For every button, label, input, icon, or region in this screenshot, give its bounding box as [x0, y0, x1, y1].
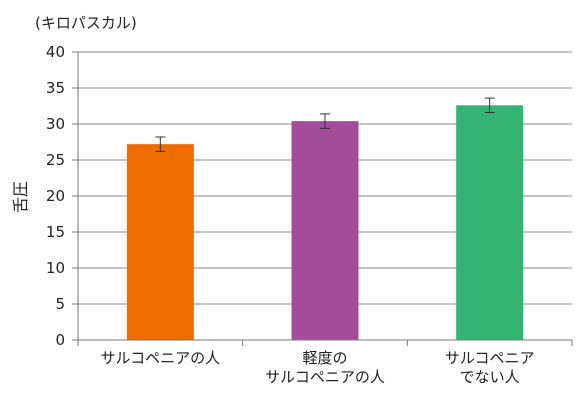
y-tick-label: 35: [46, 79, 65, 97]
category-label: 軽度の: [302, 349, 347, 367]
y-tick-label: 15: [46, 223, 65, 241]
bar: [126, 144, 194, 340]
category-label: サルコペニアの人: [100, 349, 220, 367]
category-label: でない人: [460, 368, 520, 386]
y-tick-label: 25: [46, 151, 65, 169]
unit-label: (キロパスカル): [35, 14, 137, 32]
axes: [72, 51, 573, 346]
bar: [291, 121, 359, 341]
bar: [456, 105, 524, 340]
category-label: サルコペニアの人: [265, 368, 385, 386]
y-tick-labels: 0 5 10 15 20 25 30 35 40: [46, 43, 65, 349]
bars: [126, 105, 524, 341]
y-tick-label: 30: [46, 115, 65, 133]
y-tick-label: 20: [46, 187, 65, 205]
error-bars: [155, 97, 495, 152]
y-tick-label: 5: [55, 295, 65, 313]
y-axis-title: 舌圧: [11, 181, 30, 213]
category-label: サルコペニア: [445, 349, 535, 367]
y-tick-label: 40: [46, 43, 65, 61]
y-tick-label: 0: [55, 331, 65, 349]
y-tick-label: 10: [46, 259, 65, 277]
